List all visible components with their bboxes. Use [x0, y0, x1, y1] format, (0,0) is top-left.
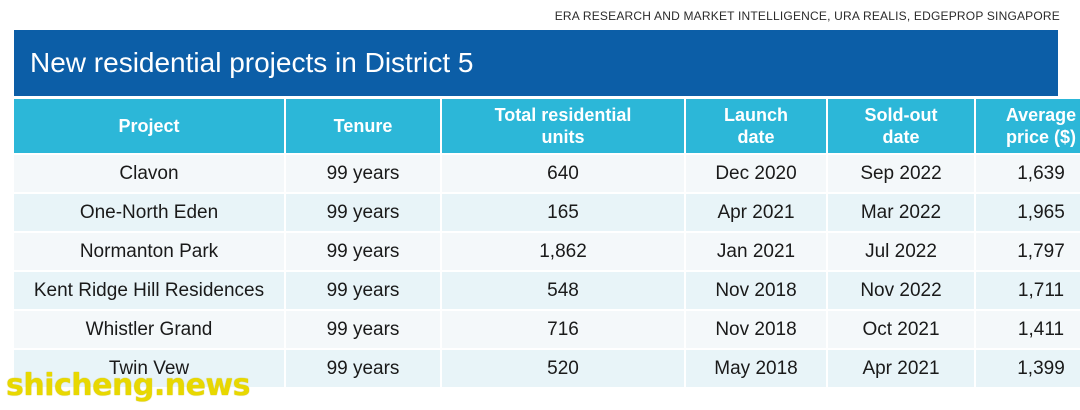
title-bar: New residential projects in District 5: [14, 30, 1058, 96]
table-row: Whistler Grand 99 years 716 Nov 2018 Oct…: [14, 309, 1080, 348]
projects-table: Project Tenure Total residential units L…: [14, 96, 1080, 387]
column-header-tenure: Tenure: [286, 96, 442, 153]
cell-sold-out-date: Sep 2022: [828, 153, 976, 192]
cell-average-price: 1,399: [976, 348, 1080, 387]
column-header-sold-out-date: Sold-out date: [828, 96, 976, 153]
cell-project: Kent Ridge Hill Residences: [14, 270, 286, 309]
cell-tenure: 99 years: [286, 153, 442, 192]
column-header-project: Project: [14, 96, 286, 153]
cell-launch-date: Apr 2021: [686, 192, 828, 231]
header-row: Project Tenure Total residential units L…: [14, 96, 1080, 153]
cell-project: Clavon: [14, 153, 286, 192]
table-row: Clavon 99 years 640 Dec 2020 Sep 2022 1,…: [14, 153, 1080, 192]
column-header-units: Total residential units: [442, 96, 686, 153]
cell-units: 640: [442, 153, 686, 192]
watermark: shicheng.news: [6, 368, 251, 403]
cell-project: Whistler Grand: [14, 309, 286, 348]
table-row: One-North Eden 99 years 165 Apr 2021 Mar…: [14, 192, 1080, 231]
cell-launch-date: Nov 2018: [686, 270, 828, 309]
cell-project: One-North Eden: [14, 192, 286, 231]
cell-launch-date: Dec 2020: [686, 153, 828, 192]
source-credit: ERA RESEARCH AND MARKET INTELLIGENCE, UR…: [554, 9, 1060, 23]
cell-average-price: 1,797: [976, 231, 1080, 270]
cell-tenure: 99 years: [286, 231, 442, 270]
cell-units: 165: [442, 192, 686, 231]
cell-units: 520: [442, 348, 686, 387]
cell-average-price: 1,411: [976, 309, 1080, 348]
cell-sold-out-date: Oct 2021: [828, 309, 976, 348]
cell-project: Normanton Park: [14, 231, 286, 270]
cell-project: Twin Vew: [14, 348, 286, 387]
table-row: Twin Vew 99 years 520 May 2018 Apr 2021 …: [14, 348, 1080, 387]
table-panel: New residential projects in District 5 P…: [14, 30, 1080, 410]
cell-launch-date: Nov 2018: [686, 309, 828, 348]
cell-tenure: 99 years: [286, 192, 442, 231]
table-row: Kent Ridge Hill Residences 99 years 548 …: [14, 270, 1080, 309]
cell-average-price: 1,965: [976, 192, 1080, 231]
cell-sold-out-date: Nov 2022: [828, 270, 976, 309]
cell-average-price: 1,711: [976, 270, 1080, 309]
cell-units: 716: [442, 309, 686, 348]
cell-units: 1,862: [442, 231, 686, 270]
cell-tenure: 99 years: [286, 348, 442, 387]
table-row: Normanton Park 99 years 1,862 Jan 2021 J…: [14, 231, 1080, 270]
table-title: New residential projects in District 5: [30, 47, 474, 78]
column-header-launch-date: Launch date: [686, 96, 828, 153]
cell-launch-date: Jan 2021: [686, 231, 828, 270]
cell-units: 548: [442, 270, 686, 309]
cell-sold-out-date: Apr 2021: [828, 348, 976, 387]
column-header-average-price: Average price ($): [976, 96, 1080, 153]
cell-tenure: 99 years: [286, 309, 442, 348]
cell-average-price: 1,639: [976, 153, 1080, 192]
cell-sold-out-date: Jul 2022: [828, 231, 976, 270]
cell-tenure: 99 years: [286, 270, 442, 309]
cell-sold-out-date: Mar 2022: [828, 192, 976, 231]
cell-launch-date: May 2018: [686, 348, 828, 387]
